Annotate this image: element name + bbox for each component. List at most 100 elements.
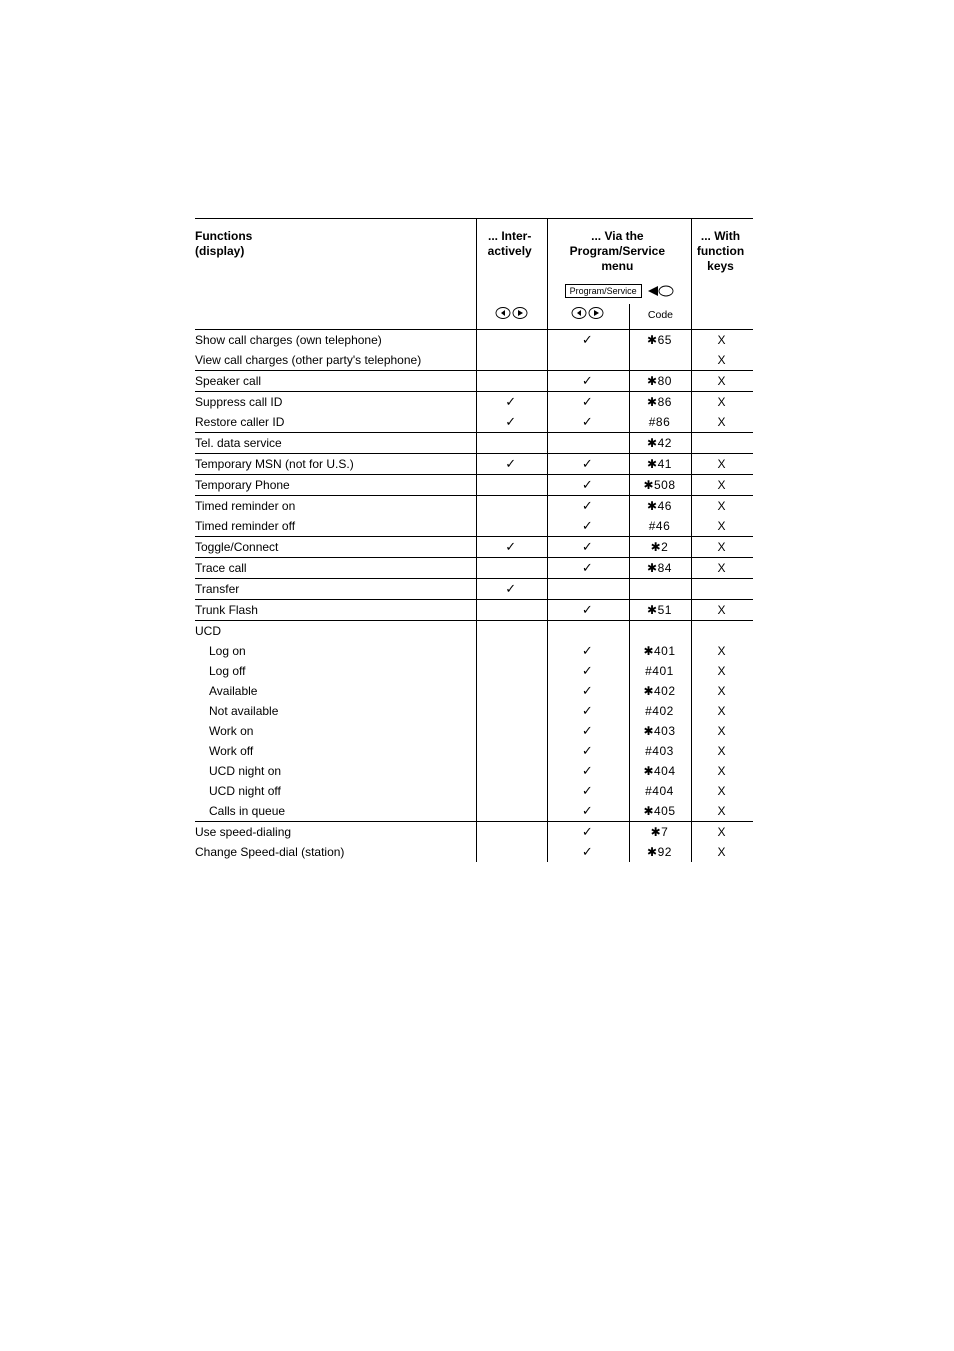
- function-name: Trunk Flash: [195, 599, 476, 620]
- function-name: Work on: [195, 721, 476, 741]
- cell-code: ✱80: [629, 370, 691, 391]
- cell-code: ✱41: [629, 453, 691, 474]
- table-row: Change Speed-dial (station)✓✱92X: [195, 842, 753, 862]
- cell-program-menu: ✓: [547, 741, 629, 761]
- table-row: Timed reminder on✓✱46X: [195, 495, 753, 516]
- table-row: Temporary Phone✓✱508X: [195, 474, 753, 495]
- cell-code: ✱404: [629, 761, 691, 781]
- cell-interactively: [476, 781, 547, 801]
- cell-interactively: [476, 599, 547, 620]
- cell-function-keys: X: [691, 350, 753, 370]
- cell-code: #46: [629, 516, 691, 536]
- header-inter-label: ... Inter-actively: [477, 219, 547, 265]
- cell-function-keys: X: [691, 391, 753, 412]
- cell-program-menu: ✓: [547, 536, 629, 557]
- cell-function-keys: X: [691, 412, 753, 432]
- cell-program-menu: ✓: [547, 701, 629, 721]
- cell-interactively: [476, 641, 547, 661]
- cell-interactively: [476, 721, 547, 741]
- function-name: Restore caller ID: [195, 412, 476, 432]
- table-row: Restore caller ID✓✓#86X: [195, 412, 753, 432]
- cell-interactively: ✓: [476, 453, 547, 474]
- function-name: Temporary Phone: [195, 474, 476, 495]
- cell-function-keys: X: [691, 701, 753, 721]
- cell-program-menu: ✓: [547, 495, 629, 516]
- function-name: UCD night on: [195, 761, 476, 781]
- cell-code: ✱2: [629, 536, 691, 557]
- table-row: Work on✓✱403X: [195, 721, 753, 741]
- cell-function-keys: X: [691, 781, 753, 801]
- header-functions-line1: Functions: [195, 229, 252, 243]
- cell-program-menu: ✓: [547, 599, 629, 620]
- cell-program-menu: [547, 620, 629, 641]
- cell-function-keys: X: [691, 329, 753, 350]
- cell-program-menu: [547, 578, 629, 599]
- function-name: Log off: [195, 661, 476, 681]
- table-row: Log off✓#401X: [195, 661, 753, 681]
- cell-function-keys: [691, 432, 753, 453]
- function-name: Transfer: [195, 578, 476, 599]
- cell-interactively: [476, 370, 547, 391]
- table-row: Trunk Flash✓✱51X: [195, 599, 753, 620]
- function-name: Log on: [195, 641, 476, 661]
- cell-interactively: ✓: [476, 391, 547, 412]
- cell-program-menu: ✓: [547, 557, 629, 578]
- program-service-box: Program/Service: [565, 284, 642, 298]
- cell-function-keys: X: [691, 474, 753, 495]
- table-row: View call charges (other party's telepho…: [195, 350, 753, 370]
- header-code-label: Code: [648, 309, 673, 321]
- table-row: UCD night off ✓#404X: [195, 781, 753, 801]
- cell-function-keys: X: [691, 641, 753, 661]
- cell-code: ✱42: [629, 432, 691, 453]
- cell-interactively: [476, 432, 547, 453]
- table-row: Speaker call✓✱80X: [195, 370, 753, 391]
- table-row: Calls in queue✓✱405X: [195, 801, 753, 821]
- table-row: Toggle/Connect✓✓✱2X: [195, 536, 753, 557]
- cell-code: ✱401: [629, 641, 691, 661]
- cell-program-menu: [547, 350, 629, 370]
- header-via-label: ... Via theProgram/Servicemenu: [548, 219, 691, 280]
- cell-code: #86: [629, 412, 691, 432]
- led-icon: [648, 285, 674, 297]
- cell-program-menu: ✓: [547, 474, 629, 495]
- cell-program-menu: ✓: [547, 516, 629, 536]
- cell-code: ✱92: [629, 842, 691, 862]
- cell-program-menu: ✓: [547, 661, 629, 681]
- cell-function-keys: [691, 578, 753, 599]
- table-row: Work off✓#403X: [195, 741, 753, 761]
- cell-program-menu: ✓: [547, 453, 629, 474]
- cell-interactively: [476, 557, 547, 578]
- cell-interactively: [476, 701, 547, 721]
- table-row: Tel. data service ✱42: [195, 432, 753, 453]
- cell-code: ✱65: [629, 329, 691, 350]
- cell-code: #404: [629, 781, 691, 801]
- cell-function-keys: X: [691, 721, 753, 741]
- table-row: Transfer✓: [195, 578, 753, 599]
- cell-interactively: [476, 329, 547, 350]
- table-row: Use speed-dialing✓✱7X: [195, 821, 753, 842]
- cell-function-keys: X: [691, 495, 753, 516]
- header-functions-label: Functions (display): [195, 219, 476, 265]
- cell-function-keys: X: [691, 370, 753, 391]
- cell-code: ✱84: [629, 557, 691, 578]
- cell-program-menu: ✓: [547, 721, 629, 741]
- function-name: Change Speed-dial (station): [195, 842, 476, 862]
- cell-code: #403: [629, 741, 691, 761]
- cell-code: ✱46: [629, 495, 691, 516]
- cell-interactively: ✓: [476, 412, 547, 432]
- function-name: Toggle/Connect: [195, 536, 476, 557]
- cell-program-menu: ✓: [547, 681, 629, 701]
- cell-code: ✱7: [629, 821, 691, 842]
- table-row: Temporary MSN (not for U.S.)✓✓✱41X: [195, 453, 753, 474]
- function-name: Tel. data service: [195, 432, 476, 453]
- cell-function-keys: X: [691, 661, 753, 681]
- cell-program-menu: ✓: [547, 801, 629, 821]
- cell-code: #402: [629, 701, 691, 721]
- header-keys-label: ... Withfunctionkeys: [692, 219, 753, 280]
- cell-function-keys: X: [691, 761, 753, 781]
- function-name: Suppress call ID: [195, 391, 476, 412]
- cell-program-menu: ✓: [547, 842, 629, 862]
- cell-program-menu: ✓: [547, 781, 629, 801]
- function-name: UCD night off: [195, 781, 476, 801]
- function-name: Use speed-dialing: [195, 821, 476, 842]
